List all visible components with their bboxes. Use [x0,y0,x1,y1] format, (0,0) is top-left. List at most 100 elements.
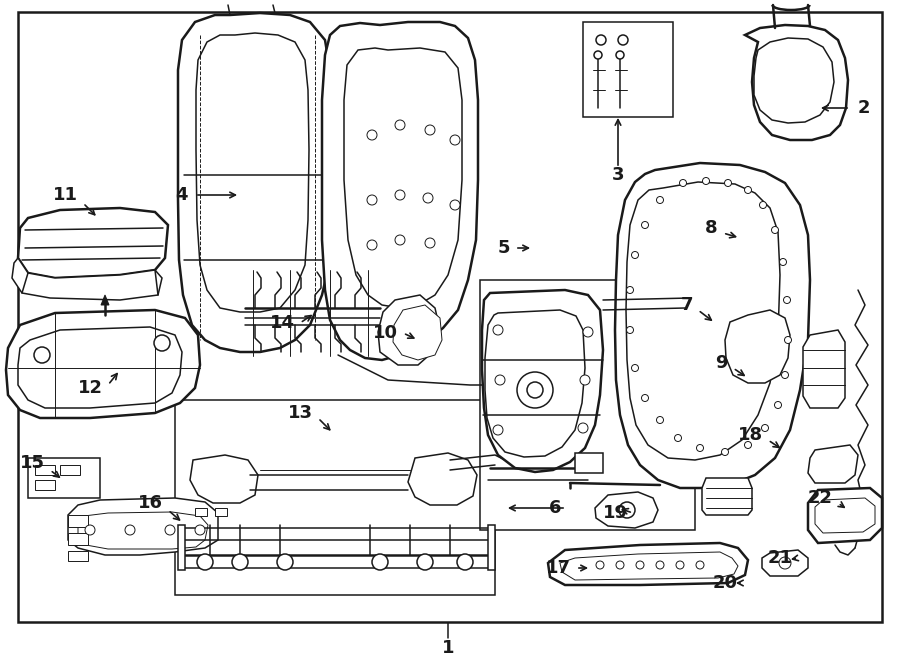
Circle shape [674,434,681,442]
Text: 8: 8 [706,219,718,237]
Circle shape [632,364,638,371]
Circle shape [596,35,606,45]
Polygon shape [68,498,218,555]
Polygon shape [615,163,810,488]
Polygon shape [408,453,477,505]
Polygon shape [178,525,185,570]
Text: 20: 20 [713,574,738,592]
Bar [35,465,55,475]
Circle shape [517,372,553,408]
Circle shape [493,425,503,435]
Circle shape [784,297,790,303]
Circle shape [596,561,604,569]
Circle shape [232,554,248,570]
Bar [28,458,100,498]
Bar [175,400,495,595]
Circle shape [277,554,293,570]
Circle shape [165,525,175,535]
Circle shape [417,554,433,570]
Circle shape [618,35,628,45]
Polygon shape [626,182,780,460]
Polygon shape [101,295,109,305]
Circle shape [744,442,752,449]
Circle shape [696,561,704,569]
Circle shape [626,286,634,293]
Polygon shape [725,310,790,383]
Circle shape [425,238,435,248]
Text: 19: 19 [603,504,628,522]
Circle shape [85,525,95,535]
Bar [575,453,603,473]
Polygon shape [754,38,834,123]
Polygon shape [190,455,258,503]
Circle shape [680,180,687,186]
Circle shape [676,561,684,569]
Circle shape [195,525,205,535]
Circle shape [760,202,767,208]
Circle shape [495,375,505,385]
Circle shape [781,371,788,379]
Circle shape [626,327,634,334]
Circle shape [656,561,664,569]
Bar [583,22,673,117]
Polygon shape [762,550,808,576]
Polygon shape [6,310,200,418]
Circle shape [697,444,704,451]
Bar [195,508,207,516]
Polygon shape [485,310,585,457]
Bar [215,508,227,516]
Text: 9: 9 [716,354,728,372]
Polygon shape [488,525,495,570]
Polygon shape [393,305,442,360]
Polygon shape [78,512,208,549]
Circle shape [425,125,435,135]
Polygon shape [18,208,168,278]
Text: 15: 15 [20,454,45,472]
Bar [60,465,80,475]
Polygon shape [702,478,752,515]
Polygon shape [196,33,309,312]
Polygon shape [815,498,875,533]
Circle shape [34,347,50,363]
Circle shape [724,180,732,186]
Circle shape [367,130,377,140]
Text: 14: 14 [270,314,295,332]
Polygon shape [178,13,332,352]
Text: 3: 3 [612,166,625,184]
Circle shape [619,502,635,518]
Polygon shape [595,492,658,528]
Polygon shape [344,48,462,308]
Circle shape [578,423,588,433]
Circle shape [779,557,791,569]
Polygon shape [12,258,162,300]
Circle shape [197,554,213,570]
Circle shape [642,395,649,401]
Circle shape [616,561,624,569]
Circle shape [642,221,649,229]
Circle shape [779,258,787,266]
Text: 1: 1 [442,639,454,657]
Circle shape [367,240,377,250]
Text: 18: 18 [738,426,763,444]
Bar [480,280,695,530]
Circle shape [125,525,135,535]
Circle shape [154,335,170,351]
Polygon shape [808,445,858,483]
Text: 4: 4 [176,186,188,204]
Circle shape [656,416,663,424]
Text: 12: 12 [78,379,103,397]
Polygon shape [322,22,478,360]
Circle shape [616,51,624,59]
Text: 11: 11 [53,186,78,204]
Text: 17: 17 [546,559,571,577]
Text: 21: 21 [768,549,793,567]
Text: 6: 6 [548,499,561,517]
Circle shape [527,382,543,398]
Circle shape [656,196,663,204]
Circle shape [395,120,405,130]
Circle shape [450,135,460,145]
Circle shape [367,195,377,205]
Bar [68,515,88,527]
Circle shape [580,375,590,385]
Circle shape [583,327,593,337]
